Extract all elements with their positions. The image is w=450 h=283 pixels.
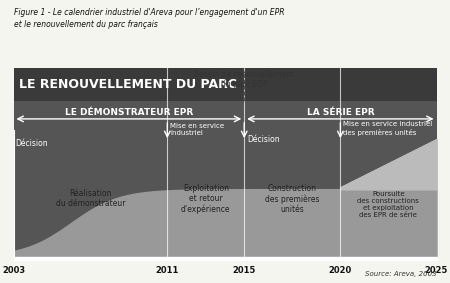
Text: Figure 1 - Le calendrier industriel d'Areva pour l’engagement d'un EPR: Figure 1 - Le calendrier industriel d'Ar… — [14, 8, 284, 18]
Text: Exploitation
et retour
d’expérience: Exploitation et retour d’expérience — [181, 184, 230, 214]
Text: 2020: 2020 — [329, 266, 352, 275]
Text: Poursuite
des constructions
et exploitation
des EPR de série: Poursuite des constructions et exploitat… — [357, 191, 419, 218]
Text: LE DÉMONSTRATEUR EPR: LE DÉMONSTRATEUR EPR — [65, 108, 193, 117]
Text: 2025: 2025 — [425, 266, 448, 275]
Text: Décision: Décision — [247, 135, 280, 144]
Text: Source: Areva, 2003: Source: Areva, 2003 — [365, 271, 436, 277]
Text: 2015: 2015 — [233, 266, 256, 275]
Text: Mise en service industriel
des premières unités: Mise en service industriel des premières… — [343, 121, 432, 136]
Text: Mise en service
industriel: Mise en service industriel — [170, 123, 225, 136]
Text: Besoin de renouvellement
du parc EDF: Besoin de renouvellement du parc EDF — [194, 70, 294, 89]
Text: 2011: 2011 — [156, 266, 179, 275]
FancyBboxPatch shape — [14, 68, 436, 101]
Text: et le renouvellement du parc français: et le renouvellement du parc français — [14, 20, 157, 29]
Text: LE RENOUVELLEMENT DU PARC: LE RENOUVELLEMENT DU PARC — [19, 78, 237, 91]
Text: LA SÉRIE EPR: LA SÉRIE EPR — [306, 108, 374, 117]
Text: Réalisation
du démonstrateur: Réalisation du démonstrateur — [56, 189, 125, 209]
Text: 2003: 2003 — [2, 266, 25, 275]
Text: Construction
des premières
unités: Construction des premières unités — [265, 184, 320, 214]
Text: Décision: Décision — [15, 139, 48, 148]
FancyBboxPatch shape — [14, 68, 436, 260]
